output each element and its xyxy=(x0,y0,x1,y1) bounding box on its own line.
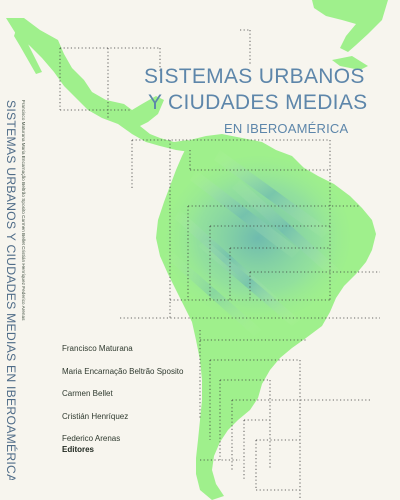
editors-label: Editores xyxy=(62,445,95,454)
dotted-grid xyxy=(59,29,380,498)
spine-title: SISTEMAS URBANOS Y CIUDADES MEDIAS EN IB… xyxy=(4,100,19,480)
florida-shape xyxy=(312,0,388,52)
spine-text: SISTEMAS URBANOS Y CIUDADES MEDIAS EN IB… xyxy=(4,100,26,480)
author-list: Francisco Maturana Maria Encarnação Belt… xyxy=(62,343,262,456)
author-name: Francisco Maturana xyxy=(62,344,133,353)
baja-california xyxy=(14,30,42,74)
author-name: Cristián Henríquez xyxy=(62,411,129,421)
title-line-2: Y CIUDADES MEDIAS xyxy=(148,91,368,114)
mexico-shape xyxy=(6,18,198,152)
author-name: Maria Encarnação Beltrão Sposito xyxy=(62,366,184,376)
caribbean-islands xyxy=(332,56,368,70)
author-name: Federico Arenas xyxy=(62,434,121,443)
title-line-1: SISTEMAS URBANOS xyxy=(144,65,365,88)
author-name: Carmen Bellet xyxy=(62,389,113,398)
spine-authors: Francisco Maturana Maria Encarnação Belt… xyxy=(21,100,26,321)
title-line-3: EN IBEROAMÉRICA xyxy=(224,121,349,136)
